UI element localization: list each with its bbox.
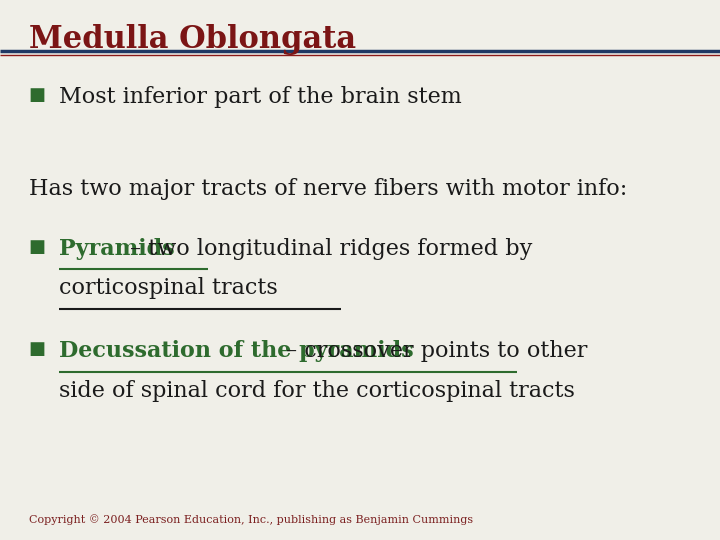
Text: side of spinal cord for the corticospinal tracts: side of spinal cord for the corticospina…: [59, 380, 575, 402]
Text: ■: ■: [29, 340, 46, 358]
Text: Medulla Oblongata: Medulla Oblongata: [29, 24, 356, 55]
Text: Decussation of the pyramids: Decussation of the pyramids: [59, 340, 414, 362]
Text: Has two major tracts of nerve fibers with motor info:: Has two major tracts of nerve fibers wit…: [29, 178, 627, 200]
Text: – two longitudinal ridges formed by: – two longitudinal ridges formed by: [130, 238, 532, 260]
Text: corticospinal tracts: corticospinal tracts: [59, 277, 278, 299]
Text: Most inferior part of the brain stem: Most inferior part of the brain stem: [59, 86, 462, 109]
Text: – crossover points to other: – crossover points to other: [286, 340, 588, 362]
Text: ■: ■: [29, 238, 46, 255]
Text: Copyright © 2004 Pearson Education, Inc., publishing as Benjamin Cummings: Copyright © 2004 Pearson Education, Inc.…: [29, 514, 473, 525]
Text: ■: ■: [29, 86, 46, 104]
Text: Pyramids: Pyramids: [59, 238, 175, 260]
